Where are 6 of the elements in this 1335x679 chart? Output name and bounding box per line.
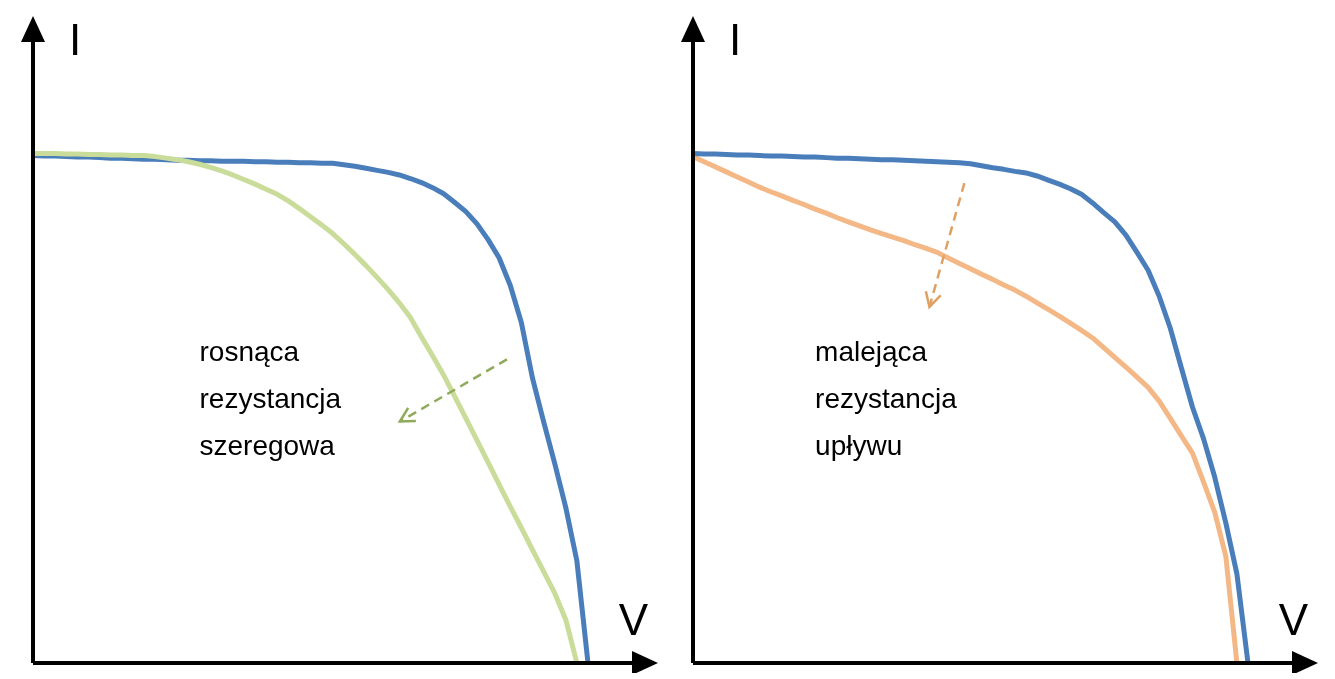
- annotation: rosnąca rezystancja szeregowa: [199, 336, 342, 462]
- annotation: malejąca rezystancja upływu: [815, 336, 958, 462]
- x-axis-title: V: [1278, 595, 1309, 645]
- y-axis-title: I: [69, 15, 82, 65]
- x-axis-title: V: [618, 595, 649, 645]
- y-axis-title: I: [729, 15, 742, 65]
